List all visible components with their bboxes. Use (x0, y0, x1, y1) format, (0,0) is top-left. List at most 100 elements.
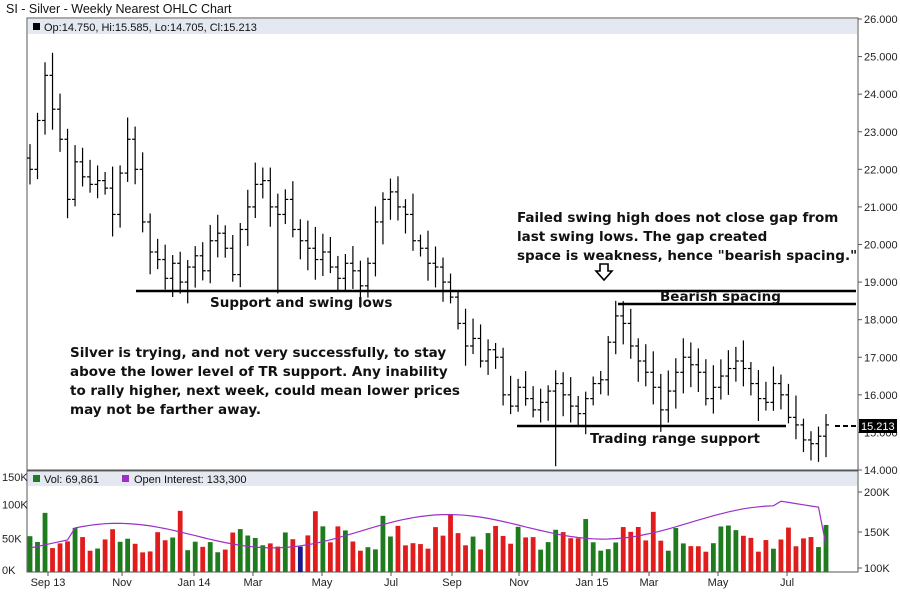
volume-bar (312, 511, 318, 572)
oi-legend: Open Interest: 133,300 (134, 474, 247, 486)
volume-bar (478, 549, 483, 572)
volume-bar (673, 528, 679, 572)
volume-bar (102, 539, 108, 572)
volume-bar (237, 529, 243, 572)
volume-bar (613, 542, 619, 572)
volume-bar (342, 530, 348, 572)
volume-bar (680, 543, 686, 572)
volume-bar (523, 537, 529, 572)
volume-bar (793, 546, 799, 572)
time-tick-label: Nov (112, 577, 132, 589)
time-tick-label: Mar (640, 577, 659, 589)
price-axis: 26.000 25.000 24.000 23.000 22.000 21.000 20.0… (858, 14, 898, 477)
comment-line-2: above the lower level of TR support. Any… (70, 364, 448, 380)
volume-bar (373, 549, 378, 572)
volume-bar (380, 515, 386, 572)
volume-bars (27, 510, 829, 572)
volume-tick-label: 100K (2, 500, 28, 512)
ohlc-legend-marker (33, 23, 40, 30)
volume-bar (57, 543, 63, 572)
ohlc-legend: Op:14.750, Hi:15.585, Lo:14.705, Cl:15.2… (44, 22, 257, 34)
price-tick-label: 18.000 (864, 315, 898, 327)
volume-bar (748, 537, 754, 572)
volume-bar (132, 543, 138, 572)
volume-bar (297, 546, 303, 572)
volume-bar (110, 529, 116, 572)
volume-bar (455, 533, 461, 572)
price-tick-label: 26.000 (864, 14, 898, 26)
volume-bar (147, 551, 153, 572)
volume-bar (816, 547, 821, 572)
price-panel (26, 17, 859, 471)
down-arrow-icon (594, 263, 614, 282)
volume-bar (200, 546, 206, 572)
comment-line-4: may not be farther away. (70, 402, 261, 418)
failed-swing-line-1: Failed swing high does not close gap fro… (517, 210, 838, 226)
volume-bar (620, 527, 626, 572)
volume-bar (403, 545, 408, 572)
volume-bar (395, 525, 401, 572)
volume-bar (117, 541, 123, 572)
volume-bar (448, 513, 453, 572)
volume-bar (553, 529, 559, 572)
volume-bar (80, 537, 85, 572)
volume-bar (125, 538, 131, 572)
failed-swing-line-3: space is weakness, hence "bearish spacin… (517, 248, 857, 264)
volume-bar (801, 538, 806, 572)
volume-bar (560, 532, 566, 572)
volume-bar (590, 542, 596, 572)
volume-bar (575, 538, 581, 572)
last-price-label: 15.213 (861, 421, 895, 433)
volume-bar (252, 537, 258, 572)
volume-bar (493, 525, 498, 572)
volume-bar (665, 550, 671, 572)
price-tick-label: 25.000 (864, 52, 898, 64)
volume-bar (500, 535, 506, 572)
volume-bar (230, 532, 236, 572)
volume-bar (786, 527, 791, 572)
price-tick-label: 21.000 (864, 202, 898, 214)
price-tick-label: 22.000 (864, 164, 898, 176)
bearish-spacing-label: Bearish spacing (660, 289, 781, 305)
volume-bar (155, 532, 161, 572)
open-interest-line (29, 500, 827, 549)
volume-bar (583, 519, 589, 572)
legend-band (28, 19, 857, 34)
volume-bar (410, 543, 416, 572)
chart-title: SI - Silver - Weekly Nearest OHLC Chart (6, 2, 232, 16)
volume-bar (327, 542, 333, 572)
oi-tick-label: 150K (864, 527, 890, 539)
volume-bar (215, 552, 221, 572)
volume-tick-label: 150K (2, 472, 28, 484)
price-tick-label: 14.000 (864, 465, 898, 477)
time-tick-label: Sep (442, 577, 462, 589)
oi-axis: 200K 150K 100K (858, 487, 890, 575)
price-tick-label: 23.000 (864, 127, 898, 139)
volume-bar (598, 550, 604, 572)
volume-bar (140, 552, 146, 572)
volume-bar (740, 535, 746, 572)
volume-bar (695, 546, 701, 572)
volume-bar (485, 533, 491, 572)
volume-bar (335, 526, 341, 572)
volume-bar (433, 527, 438, 572)
time-tick-label: May (708, 577, 729, 589)
volume-bar (192, 541, 198, 572)
time-tick-label: May (312, 577, 333, 589)
volume-bar (207, 542, 213, 572)
volume-legend: Vol: 69,861 (44, 474, 99, 486)
volume-bar (177, 510, 183, 572)
price-tick-label: 17.000 (864, 352, 898, 364)
volume-axis: 150K 100K 50K 0K (2, 472, 28, 577)
volume-bar (42, 512, 48, 572)
volume-bar (282, 532, 288, 572)
volume-bar (388, 536, 393, 572)
volume-bar (162, 540, 168, 572)
volume-bar (267, 543, 273, 572)
oi-tick-label: 200K (864, 487, 890, 499)
volume-bar (605, 549, 611, 572)
volume-bar (35, 541, 40, 572)
volume-bar (27, 536, 33, 572)
volume-bar (508, 543, 514, 572)
